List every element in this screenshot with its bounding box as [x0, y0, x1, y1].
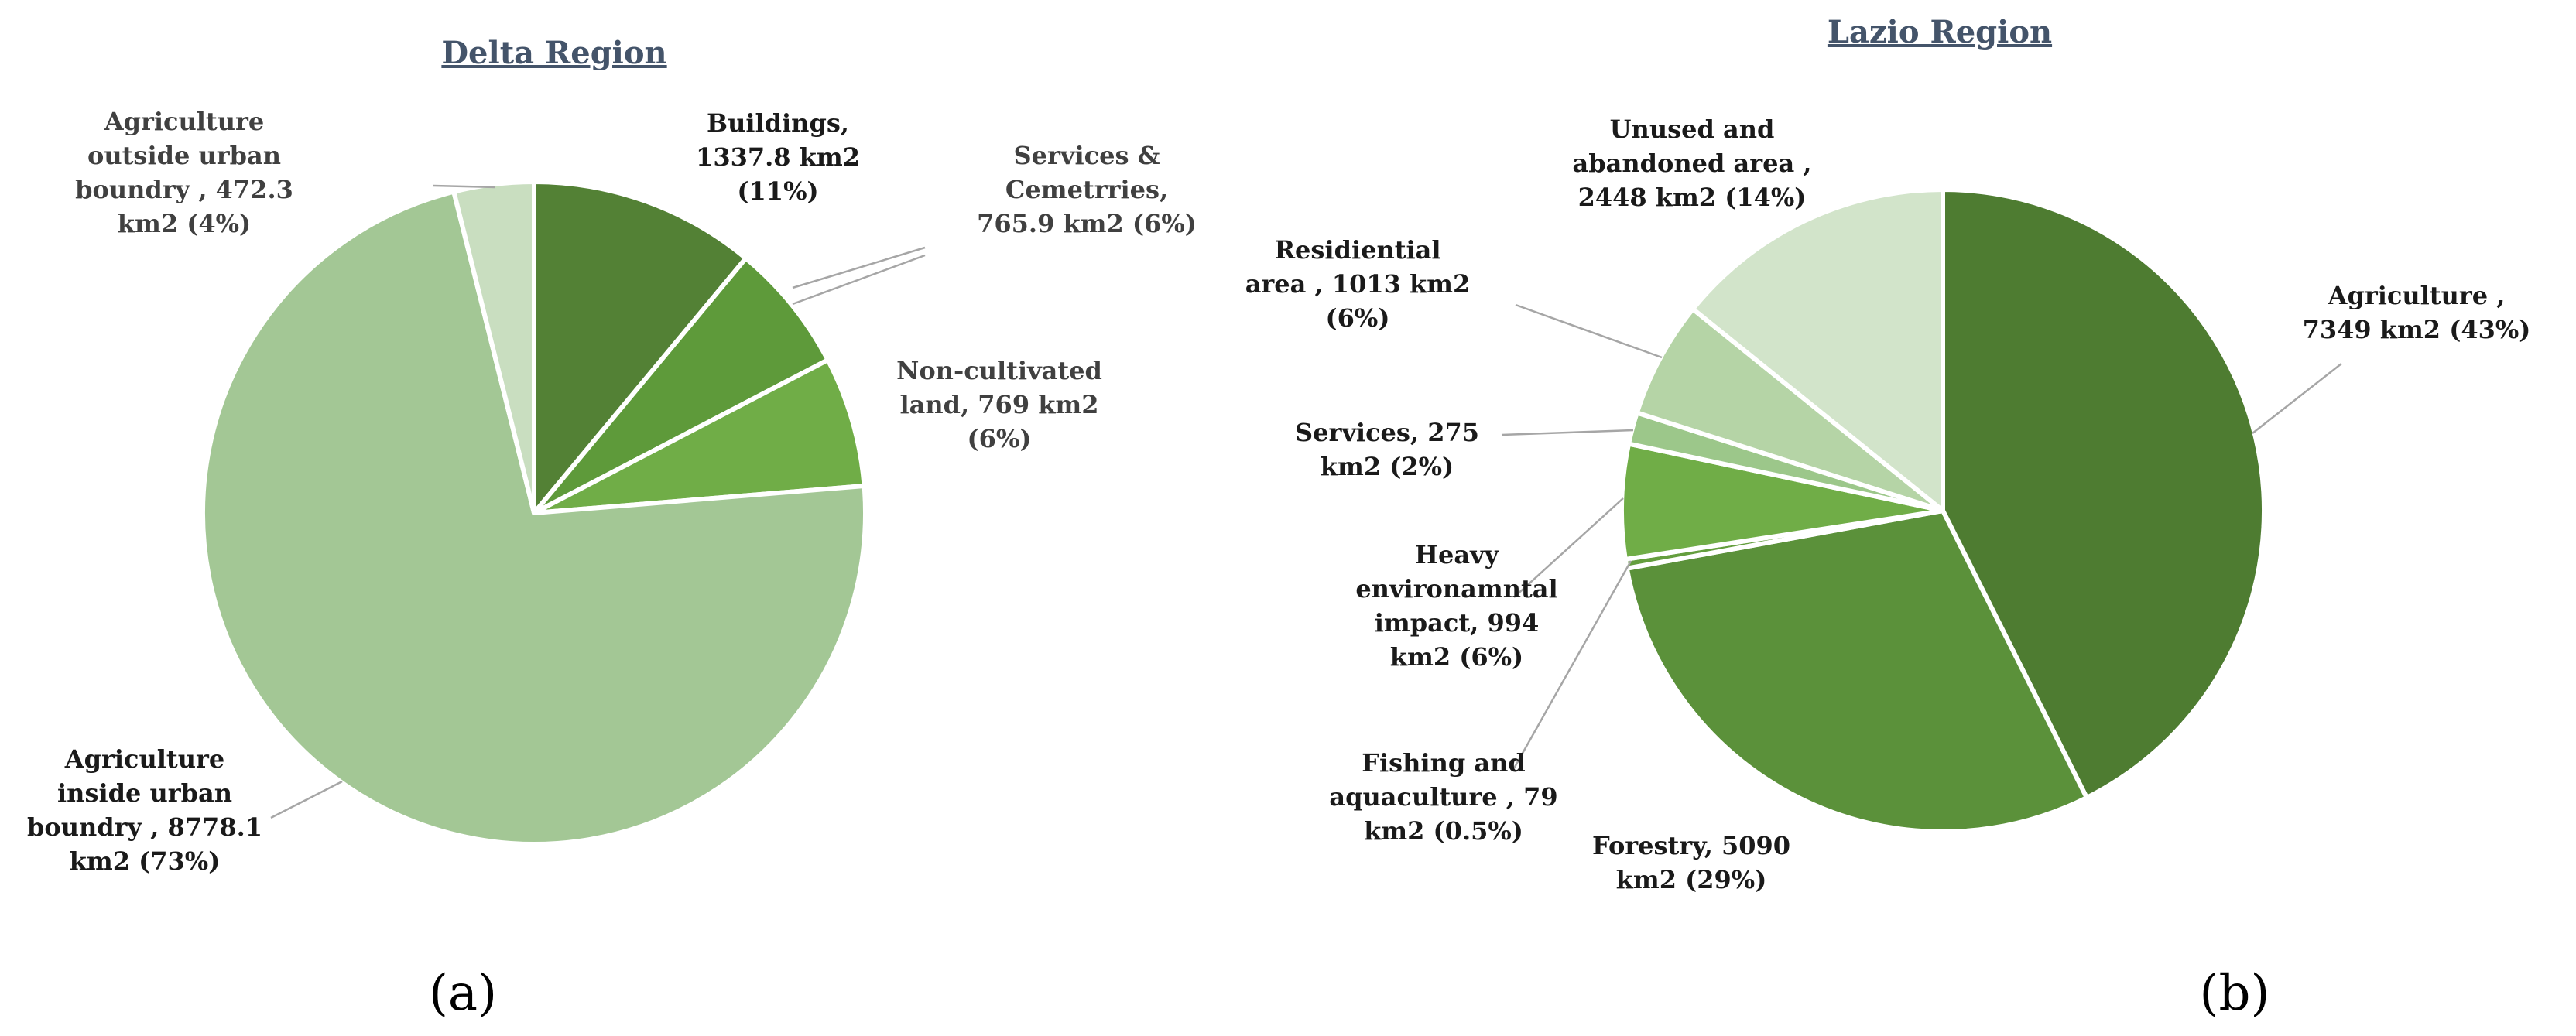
pie-slice-residiential-area — [1634, 306, 1945, 513]
data-label-agriculture-inside-urban-boundry: Agriculture inside urban boundry , 8778.1 k… — [27, 744, 262, 876]
data-label-services: Services, 275 km2 (2%) — [1295, 418, 1479, 481]
pie-slice-agriculture — [1941, 187, 2266, 801]
data-label-agriculture-outside-urban-boundry: Agriculture outside urban boundry , 472.3 k… — [75, 107, 293, 238]
leader-line-services-and-cemetrries — [792, 254, 926, 306]
leader-line-services — [1501, 429, 1634, 436]
pie-slice-buildings — [532, 180, 748, 515]
data-label-fishing-and-aquaculture: Fishing and aquaculture , 79 km2 (0.5%) — [1329, 748, 1557, 846]
data-label-buildings: Buildings, 1337.8 km2 (11%) — [696, 108, 860, 206]
data-label-residiential-area: Residiential area , 1013 km2 (6%) — [1245, 235, 1471, 333]
leader-line-fishing-and-aquaculture — [1512, 560, 1632, 769]
panel-label: (a) — [429, 965, 497, 1022]
pie-slice-forestry — [1624, 508, 2089, 834]
leader-line-agriculture-outside-urban-boundry — [433, 184, 496, 189]
data-label-agriculture: Agriculture , 7349 km2 (43%) — [2303, 281, 2531, 344]
leader-line-heavy-environamntal-impact — [1513, 497, 1624, 598]
leader-line-agriculture-inside-urban-boundry — [270, 780, 343, 819]
leader-line-buildings — [792, 246, 926, 289]
chart-title: Lazio Region — [1828, 14, 2052, 50]
data-label-unused-and-abandoned-area: Unused and abandoned area , 2448 km2 (14%) — [1573, 115, 1812, 212]
delta-region-pie: Buildings, 1337.8 km2 (11%) Services & Cemet… — [27, 35, 1197, 1022]
panel-label: (b) — [2200, 965, 2270, 1022]
data-label-heavy-environamntal-impact: Heavy environamntal impact, 994 km2 (6%) — [1355, 540, 1557, 672]
chart-title: Delta Region — [441, 35, 666, 71]
data-label-services-and-cemetrries: Services & Cemetrries, 765.9 km2 (6%) — [977, 141, 1197, 238]
data-label-forestry: Forestry, 5090 km2 (29%) — [1592, 831, 1790, 894]
pie-slice-unused-and-abandoned-area — [1690, 187, 1945, 513]
leader-line-agriculture — [2252, 363, 2342, 434]
pie-slice-non-cultivated-land — [532, 357, 867, 515]
leader-line-residiential-area — [1515, 303, 1663, 359]
data-label-non-cultivated-land: Non-cultivated land, 769 km2 (6%) — [896, 356, 1102, 453]
pie-slice-agriculture-outside-urban-boundry — [451, 180, 536, 515]
pie-slice-services-and-cemetrries — [532, 255, 831, 515]
lazio-region-pie: Agriculture , 7349 km2 (43%) Forestry, 509… — [1245, 14, 2531, 1022]
